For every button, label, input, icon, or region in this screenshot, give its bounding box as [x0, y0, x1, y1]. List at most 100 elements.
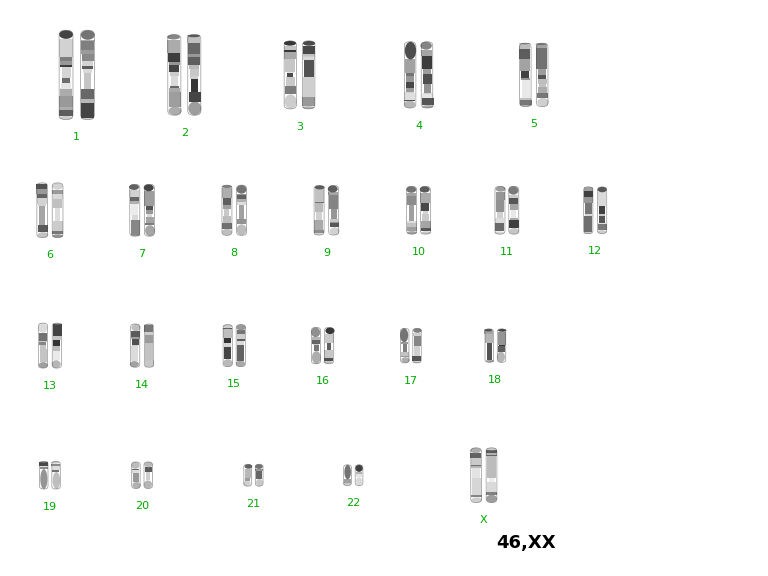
Ellipse shape	[598, 187, 607, 192]
Bar	[324, 350, 333, 358]
Bar	[223, 205, 230, 209]
Bar	[223, 198, 231, 205]
Bar	[144, 467, 152, 472]
Bar	[59, 107, 73, 110]
Bar	[488, 478, 495, 482]
Ellipse shape	[145, 225, 155, 236]
Bar	[36, 184, 47, 190]
Ellipse shape	[131, 462, 140, 469]
Bar	[189, 65, 200, 69]
Bar	[414, 336, 421, 346]
Bar	[60, 89, 72, 96]
Ellipse shape	[245, 464, 252, 469]
Bar	[60, 61, 72, 65]
Ellipse shape	[509, 228, 519, 234]
Bar	[38, 198, 47, 204]
Bar	[53, 324, 62, 336]
Bar	[81, 98, 94, 103]
Ellipse shape	[256, 479, 263, 486]
Bar	[406, 88, 413, 92]
Bar	[81, 40, 94, 41]
Ellipse shape	[404, 101, 415, 108]
Bar	[188, 54, 200, 57]
Bar	[406, 76, 415, 82]
Bar	[407, 223, 417, 228]
Bar	[38, 204, 46, 206]
Bar	[222, 188, 232, 198]
Ellipse shape	[131, 324, 141, 331]
Bar	[54, 340, 61, 346]
Bar	[36, 190, 47, 194]
Bar	[472, 478, 482, 495]
Bar	[37, 194, 47, 198]
Bar	[421, 221, 431, 229]
Bar	[486, 450, 497, 453]
Text: 15: 15	[227, 380, 241, 389]
Ellipse shape	[237, 185, 247, 194]
Bar	[316, 203, 323, 211]
Bar	[237, 339, 245, 340]
Bar	[61, 67, 71, 78]
Bar	[585, 203, 592, 214]
Bar	[414, 346, 420, 356]
Bar	[328, 192, 338, 195]
Ellipse shape	[59, 116, 73, 120]
Ellipse shape	[52, 183, 63, 190]
Bar	[487, 456, 496, 478]
Bar	[423, 211, 429, 214]
Text: 5: 5	[530, 119, 538, 129]
Bar	[487, 343, 492, 360]
Ellipse shape	[402, 357, 409, 363]
Bar	[538, 79, 547, 84]
Ellipse shape	[486, 360, 495, 362]
Ellipse shape	[413, 328, 422, 333]
Ellipse shape	[486, 448, 497, 450]
Bar	[402, 355, 409, 357]
Bar	[190, 79, 198, 92]
Ellipse shape	[38, 362, 48, 368]
Bar	[237, 334, 245, 339]
Bar	[520, 98, 531, 100]
Bar	[304, 59, 313, 77]
Bar	[538, 93, 548, 98]
Ellipse shape	[311, 327, 320, 337]
Bar	[402, 353, 409, 355]
Bar	[495, 223, 505, 232]
Bar	[169, 65, 179, 72]
Bar	[472, 468, 480, 478]
Bar	[313, 343, 319, 346]
Bar	[472, 495, 482, 497]
Bar	[406, 92, 414, 93]
Bar	[519, 44, 531, 50]
Text: 12: 12	[588, 247, 602, 256]
Bar	[422, 214, 429, 221]
Bar	[598, 224, 607, 230]
Ellipse shape	[420, 187, 429, 192]
Bar	[521, 71, 529, 78]
Bar	[146, 206, 153, 210]
Bar	[62, 78, 70, 83]
Ellipse shape	[535, 43, 547, 45]
Bar	[224, 347, 231, 359]
Bar	[52, 194, 62, 199]
Bar	[223, 329, 232, 338]
Bar	[303, 46, 315, 54]
Bar	[424, 84, 431, 93]
Bar	[598, 192, 607, 206]
Ellipse shape	[40, 469, 48, 489]
Ellipse shape	[144, 366, 154, 367]
Ellipse shape	[406, 187, 416, 193]
Ellipse shape	[303, 107, 315, 109]
Bar	[169, 62, 180, 65]
Bar	[51, 465, 60, 469]
Bar	[511, 210, 517, 218]
Bar	[187, 37, 200, 43]
Ellipse shape	[132, 482, 141, 488]
Ellipse shape	[538, 98, 549, 107]
Bar	[40, 466, 48, 467]
Bar	[509, 199, 518, 204]
Text: 7: 7	[138, 249, 146, 259]
Bar	[471, 458, 481, 465]
Bar	[169, 92, 181, 107]
Bar	[599, 216, 604, 223]
